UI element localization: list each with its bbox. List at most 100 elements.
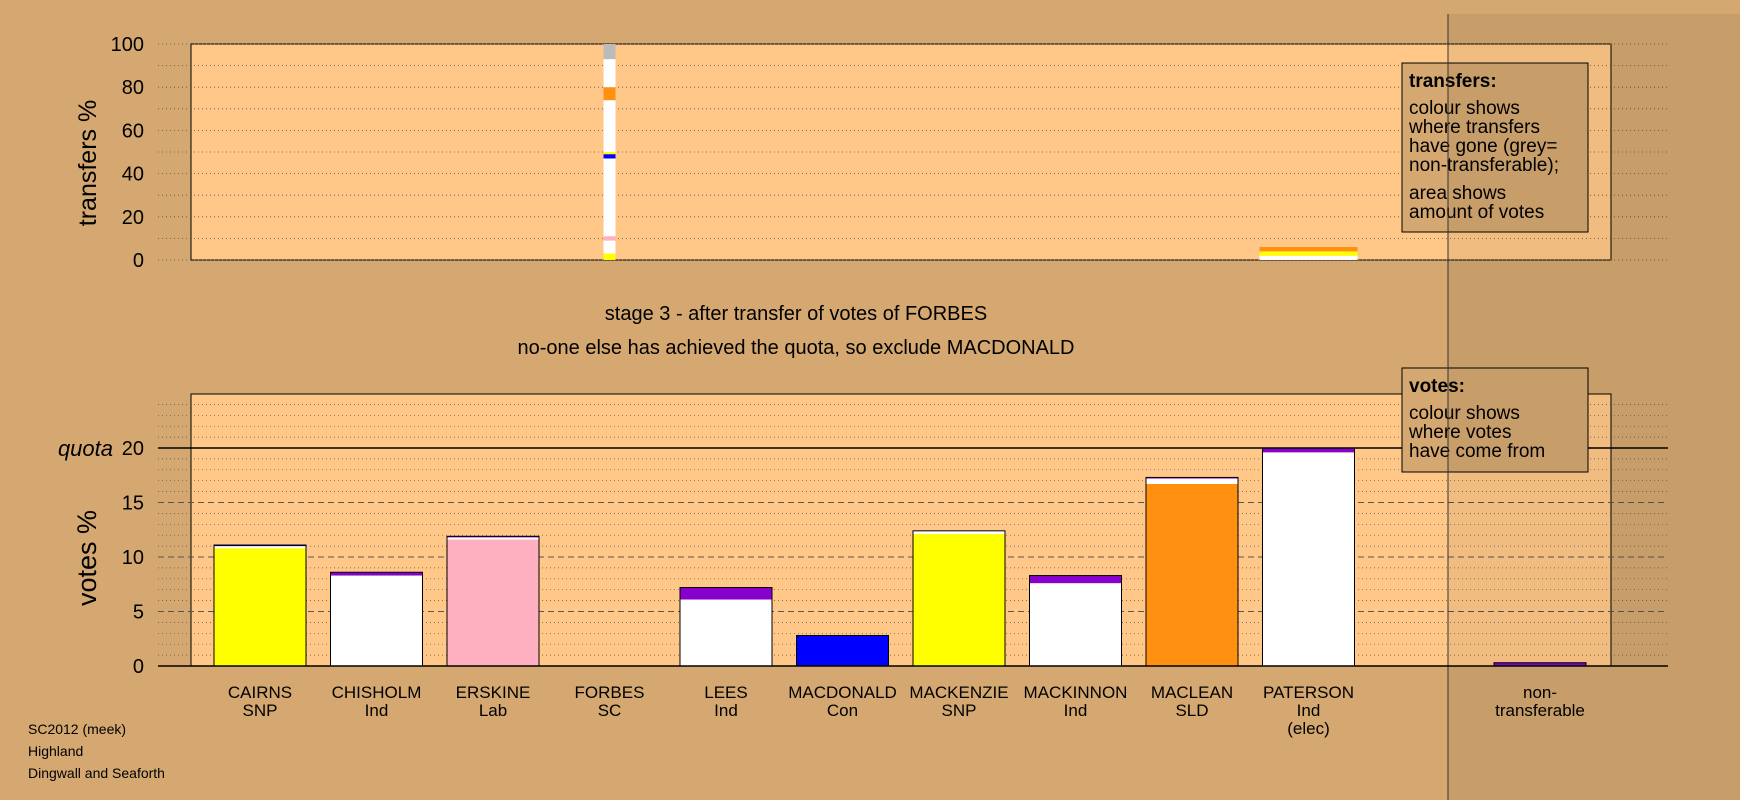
vote-segment <box>913 534 1005 666</box>
footer-election: SC2012 (meek) <box>28 721 127 737</box>
surplus-segment <box>1259 247 1358 252</box>
candidate-label: MACLEAN <box>1151 683 1233 702</box>
vote-segment <box>330 572 423 576</box>
transfers-y-ticks: 0 20 40 60 80 100 <box>111 34 144 272</box>
candidate-label: Ind <box>1297 701 1321 720</box>
transfers-y-tick-label: 80 <box>122 77 144 99</box>
vote-segment <box>1262 452 1355 666</box>
transfers-panel: 0 20 40 60 80 100 transfers % transfers: colo… <box>74 34 1668 272</box>
footer-council: Highland <box>28 743 84 759</box>
transfers-legend-box <box>1401 62 1589 233</box>
transfer-segment <box>603 44 616 60</box>
votes-legend: votes: colour shows where votes have com… <box>1401 367 1589 473</box>
transfers-y-tick-label: 40 <box>122 164 144 186</box>
vote-segment <box>447 539 539 666</box>
transfer-segment <box>603 253 616 260</box>
vote-segment <box>330 575 423 666</box>
footer: SC2012 (meek) Highland Dingwall and Seaf… <box>28 718 165 784</box>
footer-ward: Dingwall and Seaforth <box>28 765 165 781</box>
transfer-segment <box>603 240 616 254</box>
vote-bar-macdonald <box>796 634 889 667</box>
transfer-segment <box>603 152 616 155</box>
candidate-label: MACKENZIE <box>909 683 1008 702</box>
vote-segment <box>1146 478 1238 484</box>
vote-segment <box>214 546 306 549</box>
candidate-label: (elec) <box>1287 719 1330 738</box>
candidate-labels: CAIRNSSNPCHISHOLMIndERSKINELabFORBESSCLE… <box>228 683 1585 738</box>
vote-bar-cairns <box>213 544 307 667</box>
vote-segment <box>913 530 1005 535</box>
transfers-legend: transfers: colour shows where transfers … <box>1401 62 1589 233</box>
votes-y-tick-label: 5 <box>133 602 144 624</box>
candidate-label: SNP <box>942 701 977 720</box>
candidate-label: SLD <box>1175 701 1208 720</box>
surplus-segment <box>1259 255 1358 260</box>
candidate-label: FORBES <box>575 683 645 702</box>
vote-bar-erskine <box>446 535 540 667</box>
transfer-segment <box>603 87 616 101</box>
stage-subtitle-2: no-one else has achieved the quota, so e… <box>518 337 1075 359</box>
non-transferable-shade <box>1448 14 1740 800</box>
votes-y-axis-label: votes % <box>72 510 102 606</box>
vote-segment <box>1029 583 1122 666</box>
candidate-label: Lab <box>479 701 507 720</box>
vote-segment <box>447 537 539 540</box>
votes-y-tick-label: 10 <box>122 547 144 569</box>
vote-segment <box>1146 483 1238 666</box>
vote-segment <box>680 599 772 666</box>
transfers-y-tick-label: 60 <box>122 120 144 142</box>
vote-bar-mackinnon <box>1029 575 1122 667</box>
votes-panel: 0 5 10 15 20 quota votes % votes: colour sho… <box>58 367 1668 678</box>
transfer-segment <box>603 154 616 159</box>
transfers-legend-line2: area shows amount of votes <box>1409 183 1544 223</box>
transfer-segment <box>603 100 616 152</box>
votes-y-tick-label: 0 <box>133 656 144 678</box>
stage-subtitle: stage 3 - after transfer of votes of FOR… <box>605 303 987 325</box>
candidate-label: ERSKINE <box>456 683 531 702</box>
candidate-label: PATERSON <box>1263 683 1354 702</box>
vote-segment <box>680 587 772 600</box>
votes-legend-title: votes: <box>1409 376 1465 397</box>
transfers-legend-title: transfers: <box>1409 71 1497 92</box>
vote-segment <box>1146 477 1238 479</box>
quota-label: quota <box>58 436 113 461</box>
transfers-bars <box>603 44 1358 260</box>
votes-plot-area <box>190 393 1612 667</box>
candidate-label: LEES <box>704 683 747 702</box>
transfer-segment <box>603 236 616 241</box>
vote-segment <box>214 548 306 666</box>
votes-bars <box>213 447 1587 667</box>
transfer-segment <box>603 59 616 88</box>
candidate-label: CAIRNS <box>228 683 292 702</box>
candidate-label: MACKINNON <box>1024 683 1128 702</box>
transfers-legend-line1: colour shows where transfers have gone (… <box>1408 98 1563 176</box>
transfers-y-tick-label: 20 <box>122 207 144 229</box>
non-transferable-label: transferable <box>1495 701 1585 720</box>
votes-y-ticks: 0 5 10 15 20 <box>122 438 144 678</box>
vote-bar-maclean <box>1145 476 1239 667</box>
transfers-y-tick-label: 0 <box>133 250 144 272</box>
votes-legend-box <box>1401 367 1589 473</box>
vote-segment <box>214 545 306 547</box>
votes-y-tick-label: 15 <box>122 493 144 515</box>
vote-bar-mackenzie <box>912 530 1006 667</box>
candidate-label: MACDONALD <box>788 683 897 702</box>
candidate-label: Ind <box>1064 701 1088 720</box>
votes-legend-line1: colour shows where votes have come from <box>1408 403 1545 462</box>
vote-segment <box>447 536 539 538</box>
candidate-label: CHISHOLM <box>332 683 422 702</box>
vote-bar-lees <box>679 587 773 667</box>
vote-segment <box>1262 448 1355 453</box>
candidate-label: Ind <box>365 701 389 720</box>
vote-bar-chisholm <box>330 571 423 667</box>
vote-segment <box>1494 662 1586 666</box>
vote-bar-paterson <box>1262 447 1355 667</box>
candidate-label: Ind <box>714 701 738 720</box>
votes-y-tick-label: 20 <box>122 438 144 460</box>
transfers-y-tick-label: 100 <box>111 34 144 56</box>
vote-segment <box>1029 575 1122 584</box>
candidate-label: SC <box>598 701 622 720</box>
vote-segment <box>796 635 889 666</box>
non-transferable-label: non- <box>1523 683 1557 702</box>
